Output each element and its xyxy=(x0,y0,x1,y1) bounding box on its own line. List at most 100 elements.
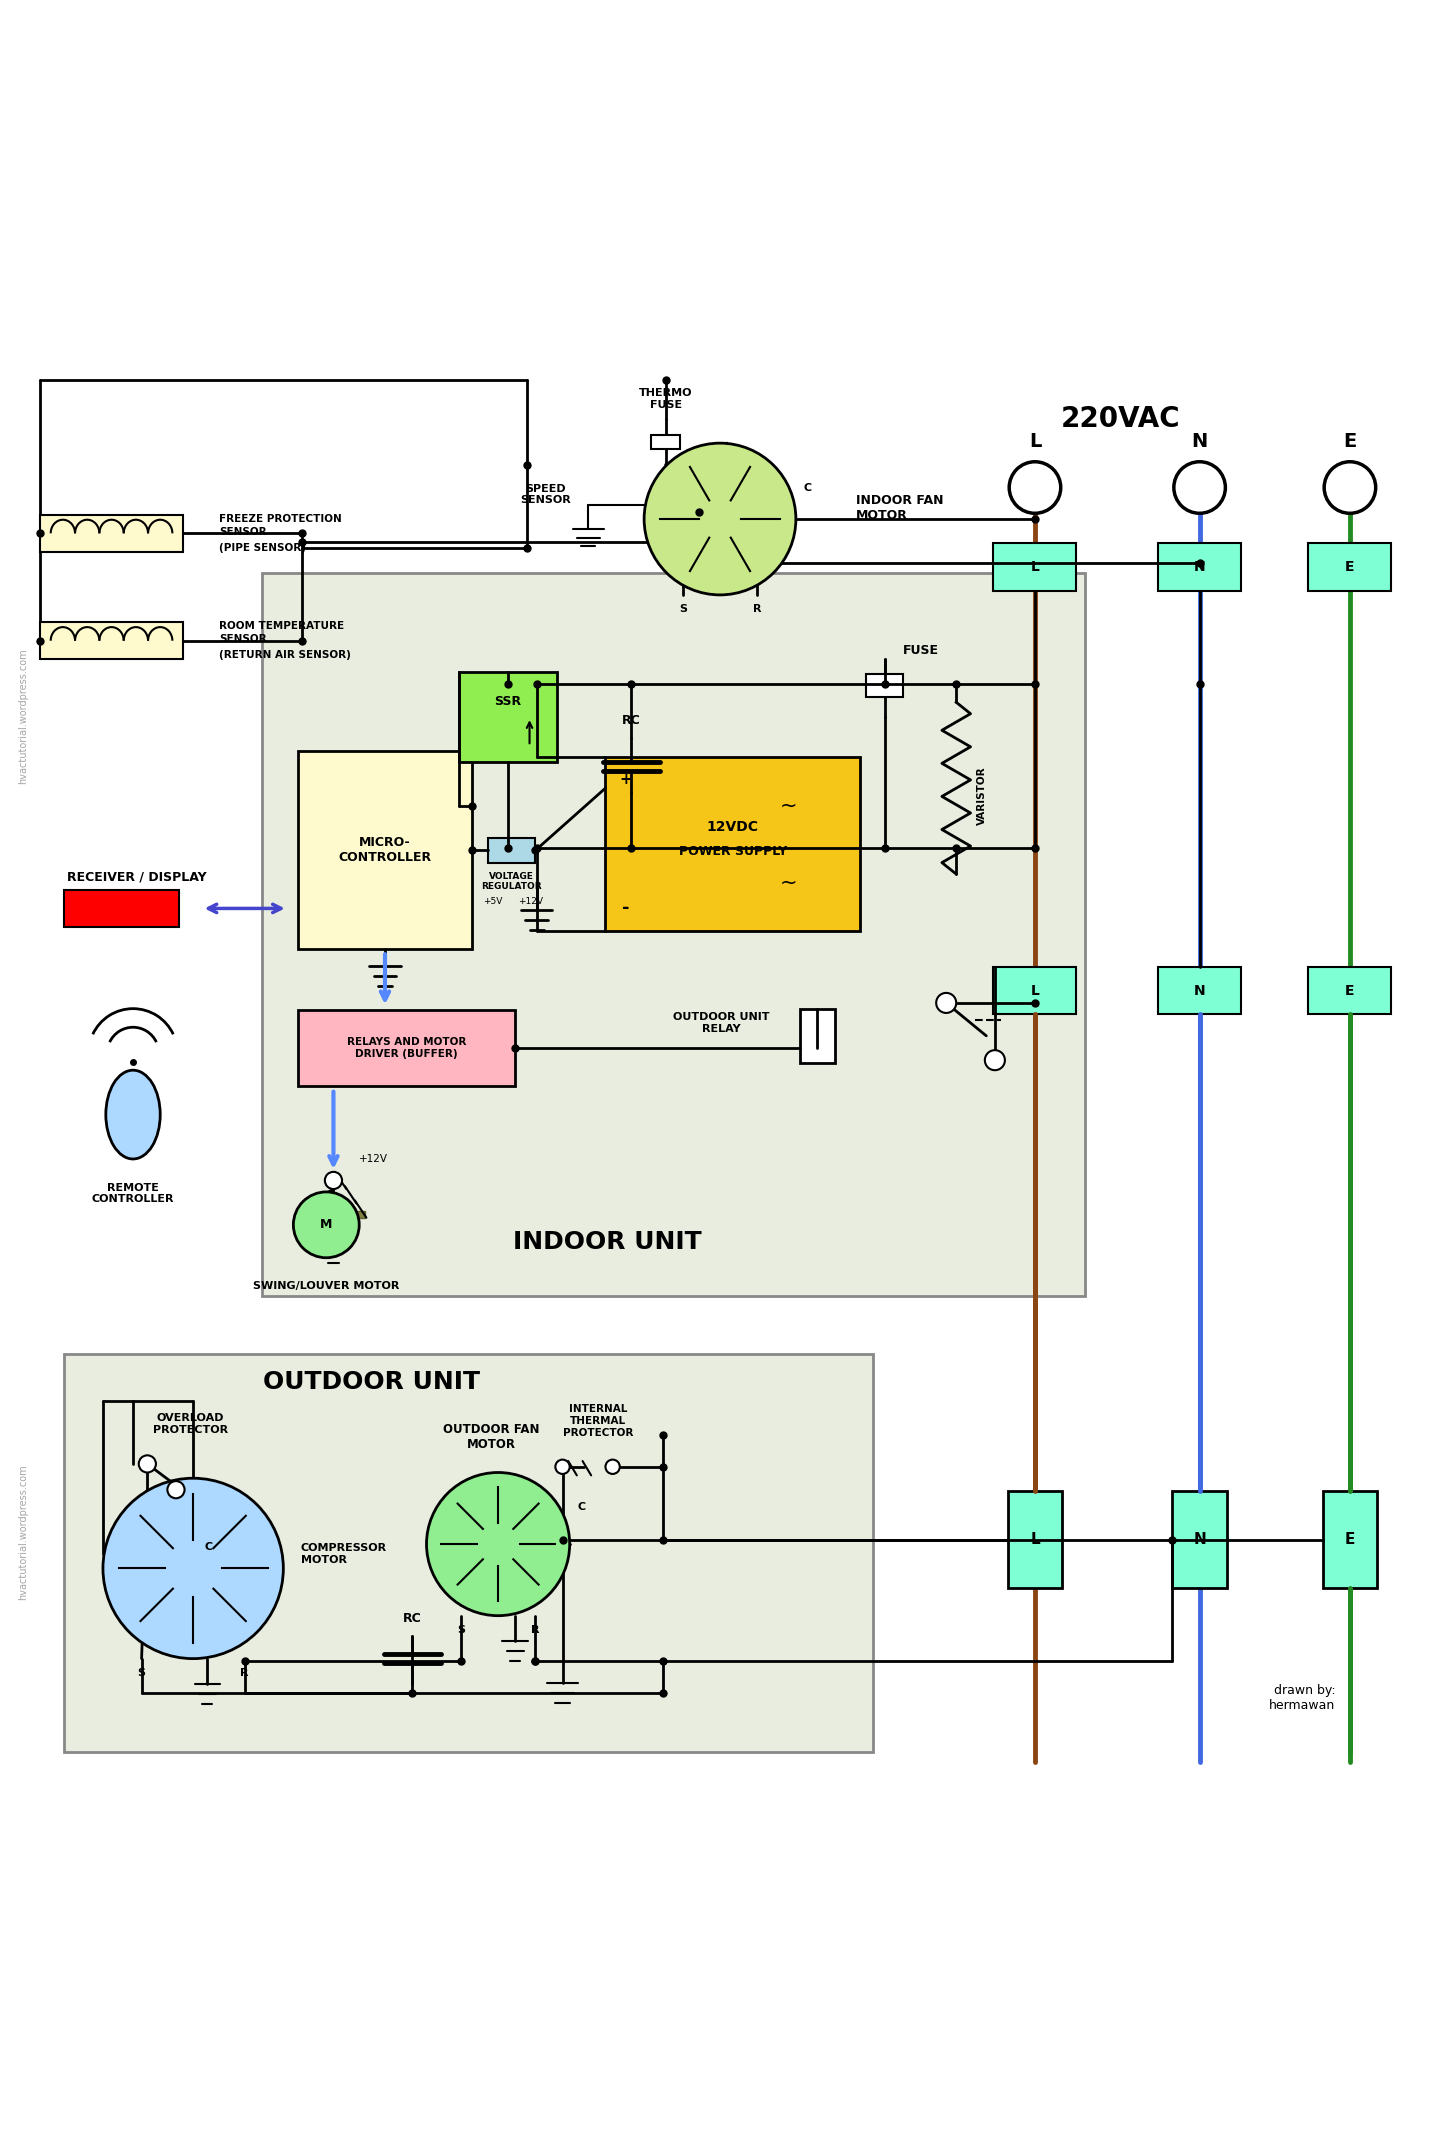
Text: C: C xyxy=(804,484,811,492)
Text: VARISTOR: VARISTOR xyxy=(976,765,986,825)
Text: RC: RC xyxy=(622,713,641,726)
FancyBboxPatch shape xyxy=(1309,544,1391,591)
Text: RC: RC xyxy=(403,1612,422,1625)
Text: MICRO-
CONTROLLER: MICRO- CONTROLLER xyxy=(338,836,432,864)
Text: drawn by:
hermawan: drawn by: hermawan xyxy=(1270,1683,1336,1711)
Circle shape xyxy=(294,1193,359,1257)
FancyBboxPatch shape xyxy=(1008,1491,1063,1588)
Text: (PIPE SENSOR): (PIPE SENSOR) xyxy=(219,544,305,552)
Text: L: L xyxy=(1031,984,1040,997)
Text: (RETURN AIR SENSOR): (RETURN AIR SENSOR) xyxy=(219,649,351,660)
Circle shape xyxy=(1009,462,1061,514)
Circle shape xyxy=(167,1481,184,1498)
FancyBboxPatch shape xyxy=(1323,1491,1377,1588)
Circle shape xyxy=(985,1051,1005,1070)
Text: S: S xyxy=(456,1625,465,1635)
FancyBboxPatch shape xyxy=(1309,967,1391,1014)
Text: S: S xyxy=(678,604,687,615)
Text: E: E xyxy=(1344,432,1356,451)
Text: E: E xyxy=(1345,561,1355,574)
Text: ~: ~ xyxy=(780,795,798,817)
Text: INDOOR FAN
MOTOR: INDOOR FAN MOTOR xyxy=(855,494,943,522)
Text: R: R xyxy=(531,1625,540,1635)
Text: SENSOR: SENSOR xyxy=(219,527,266,537)
FancyBboxPatch shape xyxy=(65,1354,873,1751)
Text: INTERNAL
THERMAL
PROTECTOR: INTERNAL THERMAL PROTECTOR xyxy=(563,1403,634,1438)
FancyBboxPatch shape xyxy=(1158,544,1241,591)
Text: +12V: +12V xyxy=(518,896,543,905)
Text: POWER SUPPLY: POWER SUPPLY xyxy=(678,845,788,857)
Text: SPEED
SENSOR: SPEED SENSOR xyxy=(520,484,570,505)
Text: -: - xyxy=(622,900,629,918)
Text: OVERLOAD
PROTECTOR: OVERLOAD PROTECTOR xyxy=(153,1414,228,1436)
Text: +5V: +5V xyxy=(482,896,503,905)
Circle shape xyxy=(325,1171,343,1188)
Text: R: R xyxy=(240,1668,249,1678)
Text: SENSOR: SENSOR xyxy=(219,634,266,645)
FancyBboxPatch shape xyxy=(994,967,1077,1014)
FancyBboxPatch shape xyxy=(994,544,1077,591)
Text: hvactutorial.wordpress.com: hvactutorial.wordpress.com xyxy=(17,1466,27,1601)
Text: N: N xyxy=(1194,1532,1205,1547)
Text: L: L xyxy=(1028,432,1041,451)
Text: RELAYS AND MOTOR
DRIVER (BUFFER): RELAYS AND MOTOR DRIVER (BUFFER) xyxy=(347,1038,467,1059)
Text: M: M xyxy=(320,1218,333,1231)
Circle shape xyxy=(605,1459,619,1474)
Text: SWING/LOUVER MOTOR: SWING/LOUVER MOTOR xyxy=(253,1281,399,1292)
Text: hvactutorial.wordpress.com: hvactutorial.wordpress.com xyxy=(17,649,27,784)
FancyBboxPatch shape xyxy=(801,1008,835,1064)
Text: N: N xyxy=(1191,432,1208,451)
Text: ROOM TEMPERATURE: ROOM TEMPERATURE xyxy=(219,621,344,632)
Text: N: N xyxy=(1194,984,1205,997)
FancyBboxPatch shape xyxy=(298,750,472,948)
Text: VOLTAGE
REGULATOR: VOLTAGE REGULATOR xyxy=(481,872,541,892)
Circle shape xyxy=(102,1479,284,1659)
FancyBboxPatch shape xyxy=(298,1010,516,1085)
Text: R: R xyxy=(753,604,762,615)
FancyBboxPatch shape xyxy=(65,890,179,926)
Text: L: L xyxy=(1030,1532,1040,1547)
Text: +: + xyxy=(619,771,632,787)
Text: L: L xyxy=(1031,561,1040,574)
Text: SSR: SSR xyxy=(494,694,521,707)
Circle shape xyxy=(556,1459,570,1474)
FancyBboxPatch shape xyxy=(1172,1491,1227,1588)
Text: C: C xyxy=(577,1502,585,1513)
Text: INDOOR UNIT: INDOOR UNIT xyxy=(513,1229,701,1255)
Text: E: E xyxy=(1345,1532,1355,1547)
Circle shape xyxy=(1325,462,1375,514)
Text: E: E xyxy=(1345,984,1355,997)
FancyBboxPatch shape xyxy=(40,621,183,660)
Text: 12VDC: 12VDC xyxy=(707,819,759,834)
Text: FUSE: FUSE xyxy=(903,645,939,658)
Text: ~: ~ xyxy=(780,872,798,892)
FancyBboxPatch shape xyxy=(302,1210,364,1218)
Text: S: S xyxy=(138,1668,145,1678)
Text: COMPRESSOR
MOTOR: COMPRESSOR MOTOR xyxy=(301,1543,387,1564)
Text: OUTDOOR UNIT: OUTDOOR UNIT xyxy=(264,1371,480,1395)
Text: OUTDOOR UNIT
RELAY: OUTDOOR UNIT RELAY xyxy=(672,1012,770,1034)
FancyBboxPatch shape xyxy=(459,673,557,763)
Circle shape xyxy=(138,1455,156,1472)
Circle shape xyxy=(426,1472,570,1616)
Circle shape xyxy=(644,443,796,595)
Text: 220VAC: 220VAC xyxy=(1061,404,1181,432)
Text: THERMO
FUSE: THERMO FUSE xyxy=(639,389,693,410)
FancyBboxPatch shape xyxy=(262,574,1086,1296)
FancyBboxPatch shape xyxy=(488,838,536,862)
Circle shape xyxy=(1174,462,1225,514)
FancyBboxPatch shape xyxy=(865,673,903,696)
FancyBboxPatch shape xyxy=(1158,967,1241,1014)
FancyBboxPatch shape xyxy=(605,756,860,931)
Text: FREEZE PROTECTION: FREEZE PROTECTION xyxy=(219,514,341,524)
Text: C: C xyxy=(204,1543,213,1552)
FancyBboxPatch shape xyxy=(651,434,680,449)
Text: REMOTE
CONTROLLER: REMOTE CONTROLLER xyxy=(92,1182,174,1203)
Text: RECEIVER / DISPLAY: RECEIVER / DISPLAY xyxy=(68,870,207,883)
Text: N: N xyxy=(1194,561,1205,574)
Text: +12V: +12V xyxy=(359,1154,387,1165)
FancyBboxPatch shape xyxy=(40,516,183,552)
Text: OUTDOOR FAN
MOTOR: OUTDOOR FAN MOTOR xyxy=(442,1423,539,1451)
Ellipse shape xyxy=(105,1070,160,1158)
Circle shape xyxy=(936,993,956,1012)
